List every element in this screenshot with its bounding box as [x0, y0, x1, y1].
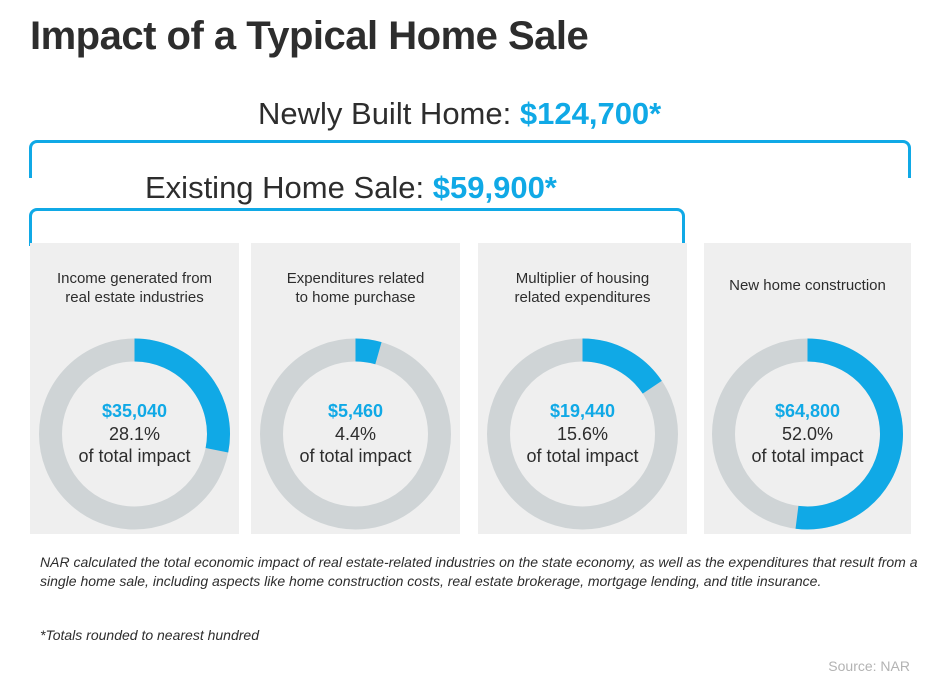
- panel-label-line1: New home construction: [729, 277, 886, 294]
- panel-label-line2: real estate industries: [65, 289, 204, 306]
- existing-sale-value: $59,900*: [432, 170, 557, 205]
- donut-percent: 28.1%: [108, 423, 161, 444]
- newly-built-value: $124,700*: [519, 96, 662, 131]
- donut-chart: [712, 338, 903, 530]
- donut-chart: [487, 338, 678, 530]
- donut-segment: [582, 338, 662, 394]
- panel-new-construction: New home construction $64,800 52.0% of t…: [704, 243, 911, 534]
- panel-label-line1: Income generated from: [56, 270, 213, 287]
- donut-amount: $35,040: [101, 401, 168, 421]
- donut-chart: [39, 338, 230, 530]
- existing-sale-bracket: [29, 208, 685, 246]
- newly-built-bracket: [29, 140, 911, 178]
- panel-label: New home construction: [704, 276, 911, 295]
- donut-segment: [355, 338, 382, 365]
- donut-center-text: $5,460 4.4% of total impact: [251, 400, 460, 468]
- panel-label: Expenditures related to home purchase: [251, 269, 460, 307]
- panel-label: Income generated from real estate indust…: [30, 269, 239, 307]
- panel-label-line2: related expenditures: [514, 289, 651, 306]
- donut-percent: 52.0%: [781, 423, 834, 444]
- panel-label-line2: to home purchase: [295, 289, 416, 306]
- donut-percent: 15.6%: [556, 423, 609, 444]
- rounding-footnote: *Totals rounded to nearest hundred: [40, 627, 259, 643]
- panel-income: Income generated from real estate indust…: [30, 243, 239, 534]
- donut-percent: 4.4%: [334, 423, 377, 444]
- panel-label-line1: Multiplier of housing: [515, 270, 650, 287]
- existing-sale-total: Existing Home Sale: $59,900*: [145, 170, 557, 206]
- panel-expenditures: Expenditures related to home purchase $5…: [251, 243, 460, 534]
- donut-amount: $64,800: [774, 401, 841, 421]
- methodology-note: NAR calculated the total economic impact…: [40, 554, 918, 589]
- panel-multiplier: Multiplier of housing related expenditur…: [478, 243, 687, 534]
- donut-caption: of total impact: [78, 446, 191, 466]
- donut-segment: [134, 338, 230, 453]
- donut-caption: of total impact: [299, 446, 412, 466]
- donut-center-text: $19,440 15.6% of total impact: [478, 400, 687, 468]
- panel-label: Multiplier of housing related expenditur…: [478, 269, 687, 307]
- page-title: Impact of a Typical Home Sale: [30, 14, 589, 58]
- existing-sale-label: Existing Home Sale:: [145, 170, 425, 205]
- newly-built-total: Newly Built Home: $124,700*: [258, 96, 661, 132]
- donut-chart: [260, 338, 451, 530]
- source-credit: Source: NAR: [828, 658, 910, 674]
- donut-caption: of total impact: [526, 446, 639, 466]
- donut-amount: $5,460: [327, 401, 384, 421]
- donut-caption: of total impact: [751, 446, 864, 466]
- panel-label-line1: Expenditures related: [286, 270, 425, 287]
- donut-center-text: $64,800 52.0% of total impact: [704, 400, 911, 468]
- newly-built-label: Newly Built Home:: [258, 96, 512, 131]
- donut-center-text: $35,040 28.1% of total impact: [30, 400, 239, 468]
- donut-segment: [795, 338, 903, 530]
- donut-amount: $19,440: [549, 401, 616, 421]
